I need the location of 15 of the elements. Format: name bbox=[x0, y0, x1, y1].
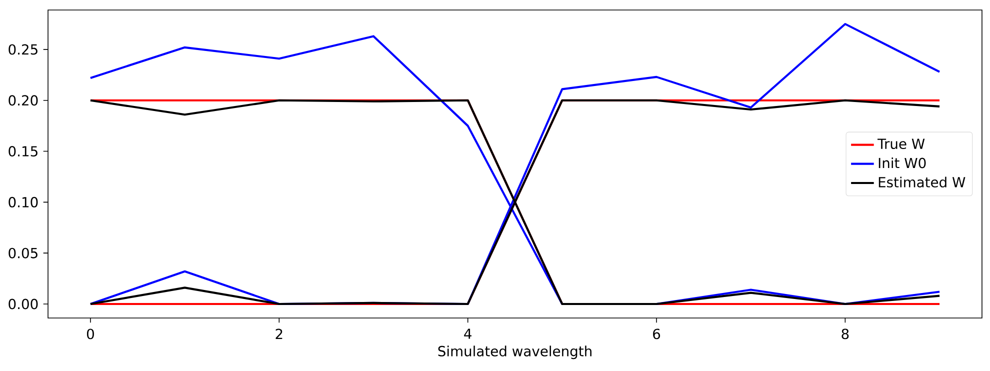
y-tick-label: 0.10 bbox=[8, 196, 38, 208]
x-tick-label: 8 bbox=[842, 328, 849, 340]
y-tick-label: 0.00 bbox=[8, 298, 38, 310]
x-tick-label: 2 bbox=[276, 328, 282, 339]
x-tick-label: 6 bbox=[653, 328, 660, 340]
x-tick-label: 0 bbox=[86, 328, 94, 340]
legend-label: Init W0 bbox=[878, 158, 926, 168]
y-tick-label: 0.25 bbox=[8, 44, 38, 55]
y-tick-label: 0.15 bbox=[8, 146, 38, 156]
y-tick-label: 0.05 bbox=[8, 248, 38, 258]
legend-label: Estimated W bbox=[878, 176, 966, 188]
legend-label: True W bbox=[878, 138, 925, 150]
y-tick-label: 0.20 bbox=[8, 95, 38, 106]
x-tick-label: 4 bbox=[464, 328, 472, 339]
x-axis-title: Simulated wavelength bbox=[438, 346, 592, 360]
